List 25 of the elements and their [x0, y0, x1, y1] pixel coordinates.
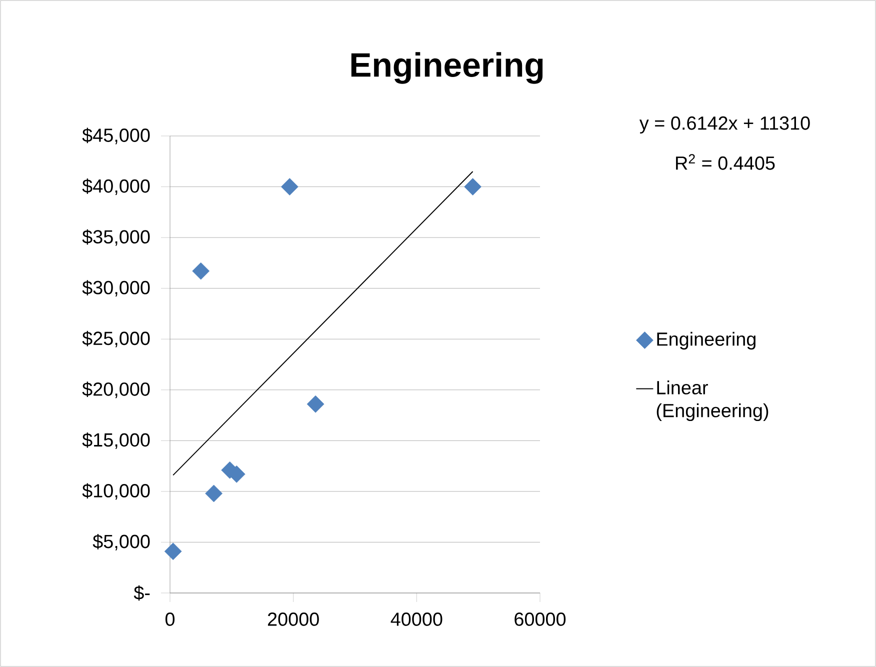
y-tick-label: $15,000: [82, 432, 150, 449]
point: [164, 542, 182, 560]
y-tick-label: $45,000: [82, 128, 150, 144]
y-tick-label: $5,000: [92, 534, 150, 550]
point: [205, 484, 222, 502]
y-tick-label: $20,000: [82, 382, 150, 398]
legend-label: Linear (Engineering): [656, 380, 768, 422]
y-tick-label: $25,000: [82, 330, 150, 348]
legend-label: Engineering: [657, 332, 756, 350]
chart-title: Engineering: [351, 52, 543, 84]
y-tick-label: $-: [134, 585, 150, 601]
x-tick-label: 40000: [390, 612, 442, 626]
x-tick-label: 0: [165, 612, 175, 626]
point: [464, 178, 482, 196]
x-tick-label: 60000: [514, 612, 566, 626]
y-tick-label: $10,000: [82, 483, 150, 500]
text: y = 0.6142x + 11310: [639, 116, 810, 134]
point: [280, 178, 298, 196]
point: [306, 395, 324, 413]
y-tick-label: $40,000: [82, 178, 150, 195]
text: R$^{2}$ = 0.4405: [676, 154, 775, 170]
y-tick-label: $35,000: [82, 229, 150, 246]
y-tick-label: $30,000: [82, 280, 150, 297]
x-tick-label: 20000: [268, 612, 319, 626]
point: [192, 262, 210, 280]
